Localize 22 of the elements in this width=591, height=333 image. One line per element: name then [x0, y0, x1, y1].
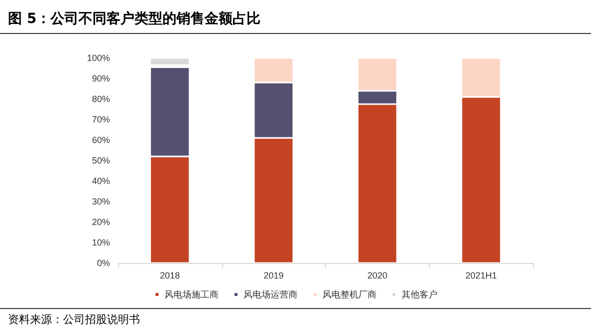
legend-label: 风电场施工商: [164, 290, 218, 300]
y-tick-label: 20%: [92, 217, 110, 227]
chart-title: 图 5：公司不同客户类型的销售金额占比: [8, 10, 261, 28]
text: 资料来源：公司招股说明书: [8, 312, 140, 327]
legend-label: 风电场运营商: [244, 290, 298, 300]
x-tick-label: 2019: [264, 270, 284, 280]
y-tick-label: 80%: [92, 94, 110, 104]
y-tick-label: 90%: [92, 74, 110, 84]
y-tick-label: 70%: [92, 114, 110, 124]
x-tick-label: 2020: [367, 270, 388, 280]
bar: [150, 58, 190, 66]
y-tick-label: 60%: [92, 135, 110, 145]
x-tick-label: 2021H1: [465, 270, 497, 280]
y-tick-label: 10%: [92, 238, 110, 248]
y-tick-label: 100%: [86, 53, 110, 63]
y-tick-label: 50%: [92, 156, 110, 166]
y-tick-label: 40%: [92, 176, 110, 186]
legend-label: 其他客户: [402, 290, 438, 300]
x-tick-label: 2018: [160, 270, 180, 280]
y-tick-label: 0%: [96, 258, 110, 268]
legend-label: 风电整机厂商: [322, 290, 376, 300]
y-tick-label: 30%: [92, 196, 110, 206]
